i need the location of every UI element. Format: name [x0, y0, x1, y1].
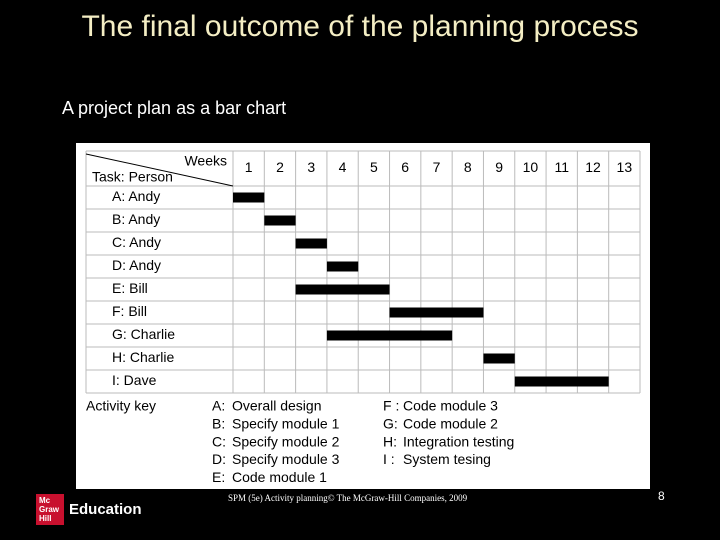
key-label: System tesing: [403, 451, 491, 467]
task-label: A: Andy: [112, 188, 160, 204]
slide-subtitle: A project plan as a bar chart: [62, 98, 287, 118]
x-tick-label: 5: [370, 159, 378, 175]
key-code: D:: [212, 451, 226, 467]
bar: [326, 261, 359, 272]
task-label: C: Andy: [112, 234, 161, 250]
logo-mark-line: Mc: [39, 496, 51, 505]
x-axis-label: Weeks: [184, 153, 227, 169]
slide-title: The final outcome of the planning proces…: [81, 10, 639, 43]
key-label: Code module 1: [232, 469, 327, 485]
bar: [514, 376, 609, 387]
logo-text: Education: [69, 501, 142, 518]
key-label: Specify module 1: [232, 416, 340, 432]
x-tick-label: 3: [307, 159, 315, 175]
key-code: C:: [212, 433, 226, 449]
bar: [389, 307, 484, 318]
task-label: E: Bill: [112, 280, 148, 296]
bar: [233, 192, 265, 203]
x-tick-label: 1: [245, 159, 253, 175]
key-label: Specify module 2: [232, 433, 340, 449]
key-code: A:: [212, 398, 225, 414]
page-number: 8: [658, 489, 665, 503]
bar: [264, 215, 296, 226]
x-tick-label: 9: [495, 159, 503, 175]
key-label: Code module 2: [403, 416, 498, 432]
key-label: Overall design: [232, 398, 322, 414]
logo-mark-line: Hill: [39, 514, 52, 523]
bar: [295, 238, 327, 249]
task-label: B: Andy: [112, 211, 160, 227]
x-tick-label: 6: [401, 159, 409, 175]
y-axis-label: Task: Person: [92, 169, 173, 185]
logo: Mc Graw Hill Education: [36, 494, 142, 525]
logo-mark-line: Graw: [39, 505, 60, 514]
x-tick-label: 2: [276, 159, 284, 175]
key-code: G:: [383, 416, 398, 432]
logo-mark: Mc Graw Hill: [36, 494, 64, 525]
task-label: D: Andy: [112, 257, 161, 273]
x-tick-label: 8: [464, 159, 472, 175]
key-code: E:: [212, 469, 225, 485]
footer: SPM (5e) Activity planning© The McGraw-H…: [228, 493, 468, 503]
key-code: B:: [212, 416, 225, 432]
header-diagonal: [85, 153, 234, 187]
key-code: H:: [383, 433, 397, 449]
task-label: H: Charlie: [112, 349, 174, 365]
x-tick-label: 7: [433, 159, 441, 175]
bar: [326, 330, 453, 341]
x-tick-label: 13: [617, 159, 633, 175]
key-code: F :: [383, 398, 399, 414]
x-tick-label: 11: [554, 159, 569, 175]
key-label: Specify module 3: [232, 451, 340, 467]
key-code: I :: [383, 451, 395, 467]
bar: [295, 284, 390, 295]
key-label: Code module 3: [403, 398, 498, 414]
key-title: Activity key: [86, 398, 156, 414]
chart-background: [76, 143, 650, 489]
x-tick-label: 10: [523, 159, 539, 175]
task-label: G: Charlie: [112, 326, 175, 342]
task-label: I: Dave: [112, 372, 157, 388]
x-tick-label: 12: [585, 159, 601, 175]
x-tick-label: 4: [339, 159, 347, 175]
bar: [483, 353, 515, 364]
key-label: Integration testing: [403, 433, 514, 449]
task-label: F: Bill: [112, 303, 147, 319]
